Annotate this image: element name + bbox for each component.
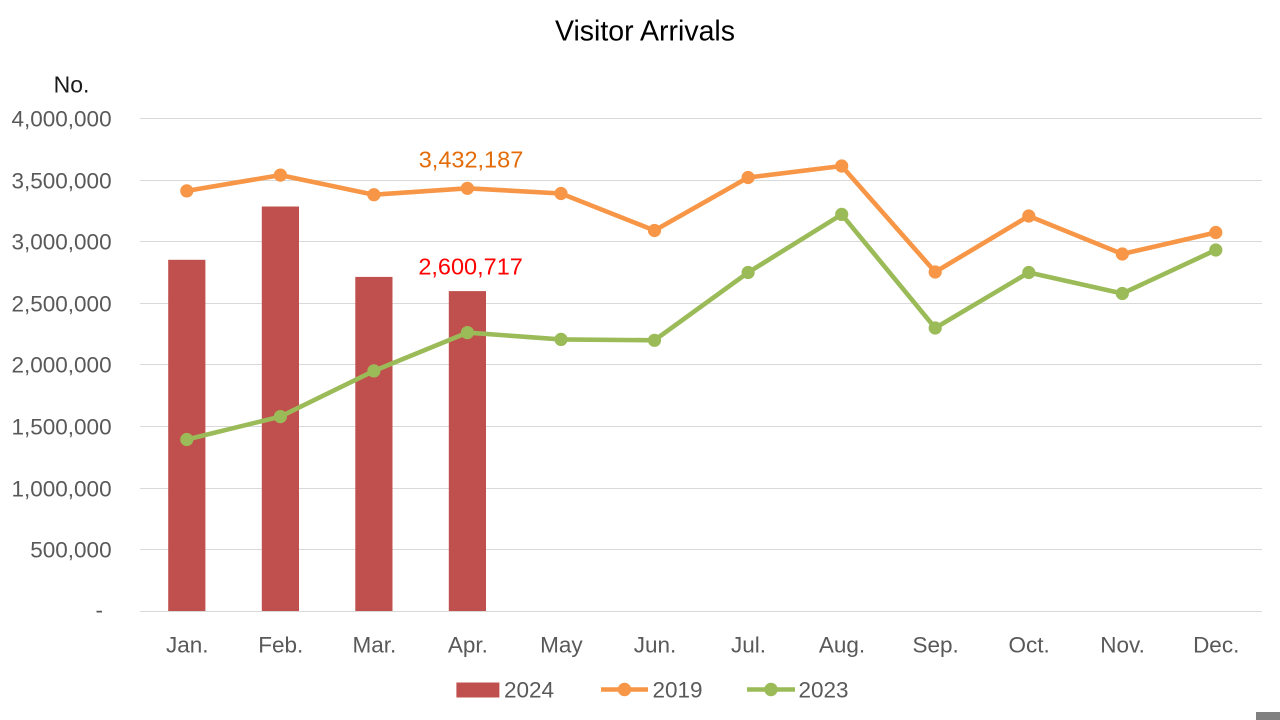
svg-text:2,600,717: 2,600,717 (418, 253, 523, 279)
svg-text:Feb.: Feb. (258, 632, 303, 657)
svg-text:2,000,000: 2,000,000 (11, 353, 111, 378)
svg-text:Sep.: Sep. (912, 632, 958, 657)
svg-text:No.: No. (54, 72, 90, 98)
svg-text:Dec.: Dec. (1193, 632, 1239, 657)
svg-text:2024: 2024 (504, 678, 554, 703)
svg-text:May: May (540, 632, 583, 657)
svg-text:3,432,187: 3,432,187 (419, 146, 524, 172)
svg-text:3,500,000: 3,500,000 (11, 169, 111, 194)
svg-text:1,000,000: 1,000,000 (11, 477, 111, 502)
svg-text:Aug.: Aug. (819, 632, 865, 657)
svg-text:Jun.: Jun. (634, 632, 677, 657)
svg-text:3,000,000: 3,000,000 (11, 230, 111, 255)
svg-text:Jan.: Jan. (166, 632, 209, 657)
svg-text:Nov.: Nov. (1100, 632, 1145, 657)
svg-text:Mar.: Mar. (353, 632, 397, 657)
svg-text:Oct.: Oct. (1008, 632, 1049, 657)
svg-text:4,000,000: 4,000,000 (11, 107, 111, 132)
svg-text:500,000: 500,000 (30, 538, 111, 563)
svg-text:2023: 2023 (799, 678, 849, 703)
svg-text:Jul.: Jul. (731, 632, 766, 657)
svg-text:1,500,000: 1,500,000 (11, 415, 111, 440)
svg-text:2,500,000: 2,500,000 (11, 292, 111, 317)
svg-text:Apr.: Apr. (448, 632, 488, 657)
svg-text:Visitor Arrivals: Visitor Arrivals (555, 16, 735, 48)
svg-text:-: - (96, 598, 104, 623)
svg-text:2019: 2019 (653, 678, 703, 703)
